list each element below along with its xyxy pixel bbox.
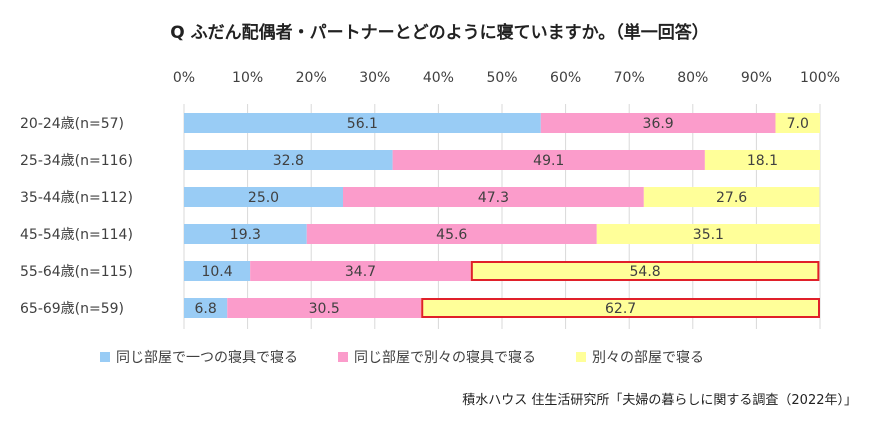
bar-segment xyxy=(704,150,820,170)
data-label: 36.9 xyxy=(643,116,674,132)
data-label: 35.1 xyxy=(693,227,724,243)
x-tick-label: 80% xyxy=(677,70,708,86)
source-citation: 積水ハウス 住生活研究所「夫婦の暮らしに関する調査（2022年）」 xyxy=(462,393,857,408)
x-tick-label: 100% xyxy=(800,70,840,86)
bar-segment xyxy=(184,187,343,207)
bar-segment xyxy=(250,261,471,281)
data-label: 62.7 xyxy=(605,301,636,317)
data-label: 10.4 xyxy=(201,264,232,280)
x-tick-label: 70% xyxy=(614,70,645,86)
x-tick-label: 0% xyxy=(173,70,195,86)
legend-swatch-blue xyxy=(100,352,110,362)
data-label: 32.8 xyxy=(273,153,304,169)
data-label: 7.0 xyxy=(787,116,809,132)
category-label: 65-69歳(n=59) xyxy=(20,301,124,317)
chart-legend: 同じ部屋で一つの寝具で寝る 同じ部屋で別々の寝具で寝る 別々の部屋で寝る xyxy=(100,347,704,367)
category-label: 25-34歳(n=116) xyxy=(20,153,133,169)
bar-segment xyxy=(540,113,776,133)
data-label: 27.6 xyxy=(716,190,747,206)
bar-segment xyxy=(184,150,393,170)
bar-segment xyxy=(775,113,820,133)
legend-item-same-bedding: 同じ部屋で一つの寝具で寝る xyxy=(100,347,298,367)
x-tick-label: 30% xyxy=(359,70,390,86)
category-label: 35-44歳(n=112) xyxy=(20,190,133,206)
legend-label-same-bedding: 同じ部屋で一つの寝具で寝る xyxy=(116,350,298,366)
x-tick-label: 20% xyxy=(296,70,327,86)
data-label: 56.1 xyxy=(347,116,378,132)
data-label: 34.7 xyxy=(345,264,376,280)
x-tick-label: 50% xyxy=(486,70,517,86)
highlight-box xyxy=(421,298,820,318)
data-label: 47.3 xyxy=(478,190,509,206)
data-label: 45.6 xyxy=(436,227,467,243)
x-tick-label: 10% xyxy=(232,70,263,86)
highlight-box xyxy=(470,261,820,281)
bar-segment xyxy=(421,298,820,318)
data-label: 18.1 xyxy=(747,153,778,169)
data-label: 49.1 xyxy=(533,153,564,169)
legend-label-separate-bedding: 同じ部屋で別々の寝具で寝る xyxy=(354,350,536,366)
data-label: 6.8 xyxy=(194,301,216,317)
legend-item-separate-bedding: 同じ部屋で別々の寝具で寝る xyxy=(338,347,536,367)
legend-swatch-pink xyxy=(338,352,348,362)
x-tick-label: 40% xyxy=(423,70,454,86)
bar-segment xyxy=(596,224,820,244)
category-label: 20-24歳(n=57) xyxy=(20,116,124,132)
bar-segment xyxy=(306,224,597,244)
bar-segment xyxy=(184,298,228,318)
bar-segment xyxy=(392,150,705,170)
data-label: 54.8 xyxy=(630,264,661,280)
chart-title: Q ふだん配偶者・パートナーとどのように寝ていますか。（単一回答） xyxy=(170,23,709,43)
bar-segment xyxy=(227,298,422,318)
bar-segment xyxy=(184,113,541,133)
data-label: 19.3 xyxy=(230,227,261,243)
x-tick-label: 90% xyxy=(741,70,772,86)
category-label: 55-64歳(n=115) xyxy=(20,264,133,280)
bar-segment xyxy=(470,261,820,281)
legend-label-separate-room: 別々の部屋で寝る xyxy=(592,350,704,366)
data-label: 30.5 xyxy=(309,301,340,317)
data-label: 25.0 xyxy=(248,190,279,206)
bar-segment xyxy=(643,187,820,207)
x-tick-label: 60% xyxy=(550,70,581,86)
bar-segment xyxy=(184,261,251,281)
bar-segment xyxy=(343,187,644,207)
legend-swatch-yellow xyxy=(576,352,586,362)
bar-segment xyxy=(184,224,307,244)
legend-item-separate-room: 別々の部屋で寝る xyxy=(576,347,704,367)
category-label: 45-54歳(n=114) xyxy=(20,227,133,243)
